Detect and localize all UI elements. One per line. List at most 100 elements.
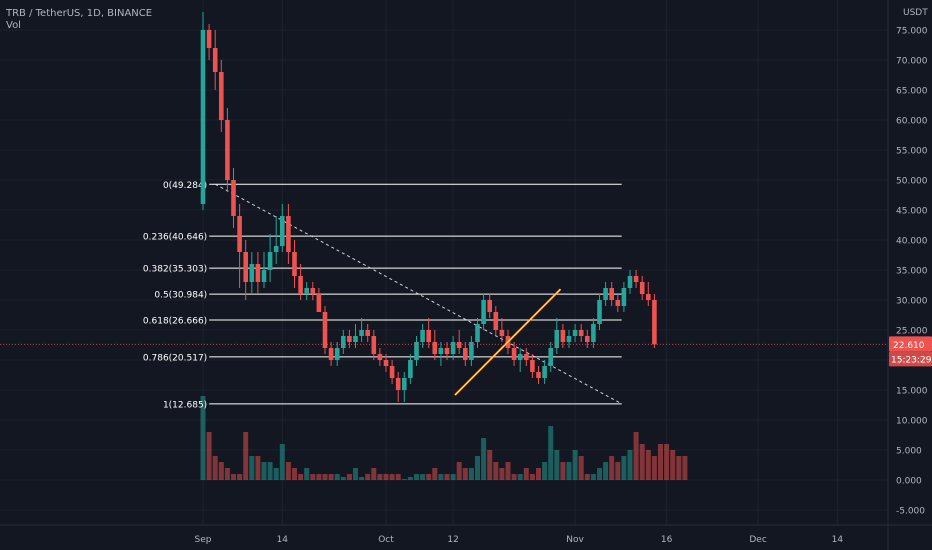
volume-bar: [420, 474, 426, 480]
volume-bar: [444, 474, 450, 480]
symbol-title[interactable]: TRB / TetherUS, 1D, BINANCE: [6, 8, 153, 19]
volume-bar: [304, 468, 310, 480]
volume-bar: [395, 474, 401, 480]
candle-body: [383, 360, 389, 366]
ascending-support-highlight: [454, 288, 561, 396]
candle-body: [542, 366, 547, 378]
volume-bar: [365, 474, 371, 480]
candle-body: [304, 288, 309, 294]
candle-body: [334, 348, 340, 360]
volume-bar: [200, 396, 206, 480]
x-tick-label: Oct: [378, 535, 394, 545]
candle-body: [627, 276, 633, 288]
volume-bar: [578, 456, 584, 480]
candle-body: [517, 354, 523, 360]
candle-body: [273, 246, 279, 252]
volume-bar: [536, 468, 541, 480]
y-tick-label: 45.000: [896, 207, 928, 217]
volume-bar: [597, 468, 602, 480]
candle-body: [524, 354, 529, 360]
volume-bar: [621, 456, 627, 480]
candle-body: [493, 312, 499, 330]
volume-bar: [566, 462, 572, 480]
volume-bar: [261, 462, 267, 480]
volume-bar: [322, 474, 328, 480]
candle-body: [487, 300, 492, 312]
candle-body: [560, 330, 566, 342]
candle-body: [572, 330, 578, 336]
candle-body: [347, 336, 352, 342]
last-price-value: 22.610: [893, 341, 925, 351]
candle-body: [267, 252, 273, 270]
volume-bar: [639, 444, 645, 480]
candle-body: [554, 330, 560, 348]
volume-bar: [481, 438, 487, 480]
volume-bar: [664, 444, 670, 480]
candle-body: [255, 264, 261, 282]
volume-bar: [224, 468, 230, 480]
volume-bar: [450, 474, 456, 480]
fib-level-label: 0.382(35.303): [143, 265, 207, 275]
y-tick-label: -5.000: [896, 507, 925, 517]
candle-body: [609, 288, 614, 300]
y-tick-label: 0.000: [896, 477, 922, 487]
y-tick-label: 60.000: [896, 117, 928, 127]
countdown-badge: [889, 351, 932, 367]
volume-bar: [682, 456, 688, 480]
volume-bar: [609, 456, 615, 480]
x-tick-label: 12: [447, 535, 458, 545]
candle-body: [237, 216, 242, 252]
axis-unit: USDT: [903, 8, 928, 18]
candle-body: [639, 282, 645, 294]
y-tick-label: 15.000: [896, 387, 928, 397]
candle-body: [395, 378, 401, 390]
volume-bar: [584, 474, 590, 480]
volume-bar: [243, 432, 249, 480]
volume-bar: [542, 462, 548, 480]
candle-body: [578, 330, 584, 336]
volume-bar: [676, 456, 682, 480]
candle-body: [633, 276, 639, 282]
volume-bar: [511, 474, 517, 480]
volume-bar: [651, 456, 657, 480]
candle-body: [444, 348, 450, 354]
candle-body: [292, 252, 297, 276]
volume-bar: [615, 462, 621, 480]
candle-body: [359, 330, 364, 336]
volume-bar: [560, 462, 566, 480]
candle-body: [243, 252, 248, 282]
candle-body: [615, 300, 621, 306]
volume-bar: [462, 468, 468, 480]
countdown-value: 15:23:29: [891, 355, 932, 365]
fib-level-label: 0.236(40.646): [143, 233, 207, 243]
candle-body: [371, 336, 377, 354]
volume-bar: [353, 468, 358, 480]
candle-body: [316, 294, 322, 312]
volume-bar: [285, 462, 291, 480]
candle-body: [231, 180, 236, 216]
volume-bar: [645, 450, 651, 480]
volume-bar: [328, 474, 334, 480]
candle-body: [481, 300, 486, 324]
candle-body: [402, 378, 407, 390]
volume-bar: [340, 477, 346, 480]
volume-bar: [292, 468, 297, 480]
candle-body: [225, 120, 230, 180]
volume-bar: [383, 474, 389, 480]
fib-level-label: 0.5(30.984): [154, 291, 207, 301]
volume-label[interactable]: Vol: [6, 20, 21, 31]
y-tick-label: 10.000: [896, 417, 928, 427]
volume-bar: [237, 474, 243, 480]
candle-body: [261, 270, 267, 282]
volume-bar: [426, 474, 432, 480]
x-tick-label: Dec: [749, 535, 766, 545]
fib-level-label: 0.618(26.666): [143, 317, 207, 327]
volume-bar: [505, 462, 511, 480]
volume-bar: [334, 474, 340, 480]
x-tick-label: Sep: [195, 535, 212, 545]
candle-body: [456, 342, 462, 348]
candle-body: [322, 312, 328, 348]
candle-body: [597, 300, 602, 324]
volume-bar: [529, 474, 535, 480]
